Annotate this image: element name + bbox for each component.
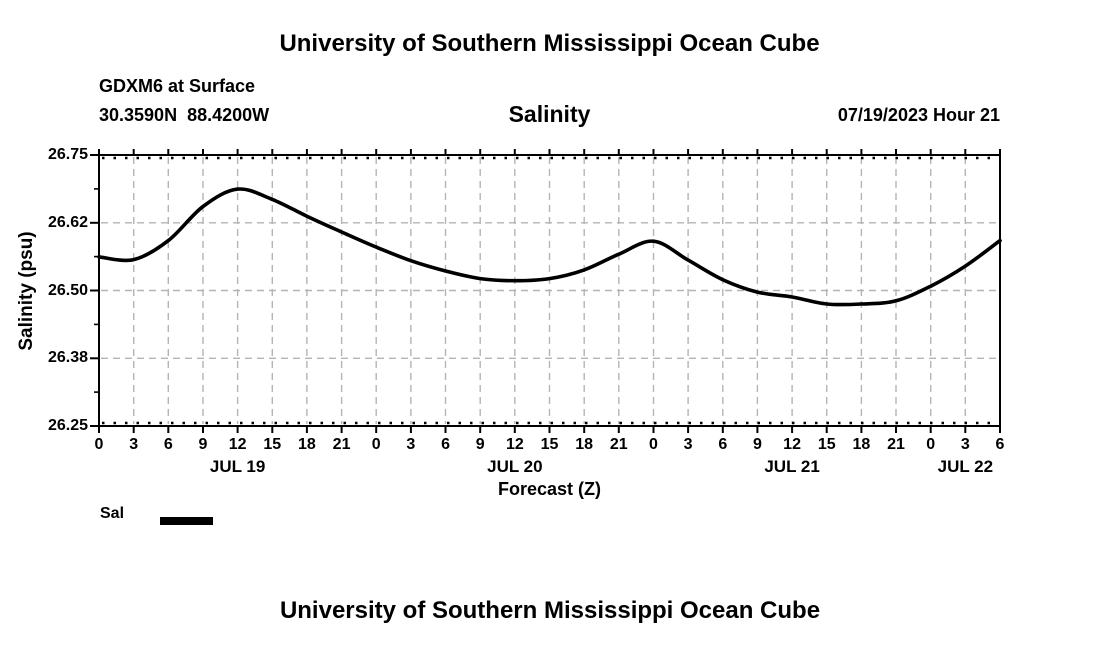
x-tick-label: 0	[649, 436, 658, 453]
x-tick-label: 21	[332, 436, 351, 453]
y-tick-label: 26.38	[47, 349, 88, 367]
legend-line-swatch	[160, 517, 213, 525]
x-day-label: JUL 22	[937, 457, 994, 476]
x-tick-label: 12	[783, 436, 801, 453]
y-axis-label: Salinity (psu)	[16, 231, 37, 351]
x-tick-label: 21	[609, 436, 628, 453]
x-tick-label: 3	[960, 436, 970, 453]
x-day-label: JUL 21	[764, 457, 820, 476]
station-label: GDXM6 at Surface	[99, 76, 256, 96]
x-tick-label: 0	[371, 436, 381, 453]
x-tick-label: 3	[406, 436, 416, 453]
x-tick-label: 0	[94, 436, 104, 453]
y-tick-label: 26.62	[47, 213, 88, 231]
x-axis-label: Forecast (Z)	[497, 479, 602, 499]
y-tick-label: 26.75	[47, 146, 88, 163]
x-tick-label: 12	[228, 436, 247, 453]
chart-title: Salinity	[508, 101, 591, 127]
y-tick-label: 26.50	[47, 281, 88, 299]
x-day-label: JUL 20	[487, 457, 543, 476]
x-tick-label: 21	[887, 436, 905, 453]
x-tick-label: 9	[475, 436, 485, 453]
y-tick-label: 26.25	[47, 417, 88, 434]
page-title: University of Southern Mississippi Ocean…	[279, 30, 820, 57]
x-tick-label: 0	[926, 436, 936, 453]
x-tick-label: 18	[852, 436, 871, 453]
x-tick-label: 6	[441, 436, 450, 453]
x-tick-label: 12	[505, 436, 524, 453]
x-day-label: JUL 19	[209, 457, 266, 476]
x-tick-label: 6	[718, 436, 728, 453]
x-tick-label: 15	[540, 436, 559, 453]
footer-title: University of Southern Mississippi Ocean…	[279, 597, 821, 624]
coordinates-label: 30.3590N 88.4200W	[99, 105, 270, 125]
x-tick-label: 9	[752, 436, 762, 453]
x-tick-label: 15	[817, 436, 836, 453]
x-tick-label: 6	[995, 436, 1005, 453]
run-time-label: 07/19/2023 Hour 21	[837, 105, 1000, 125]
x-tick-label: 3	[683, 436, 693, 453]
x-tick-label: 18	[575, 436, 594, 453]
x-tick-label: 3	[129, 436, 139, 453]
x-tick-label: 9	[198, 436, 208, 453]
legend-series-label: Sal	[100, 505, 125, 522]
x-tick-label: 6	[163, 436, 173, 453]
x-tick-label: 18	[298, 436, 316, 453]
x-tick-label: 15	[263, 436, 282, 453]
